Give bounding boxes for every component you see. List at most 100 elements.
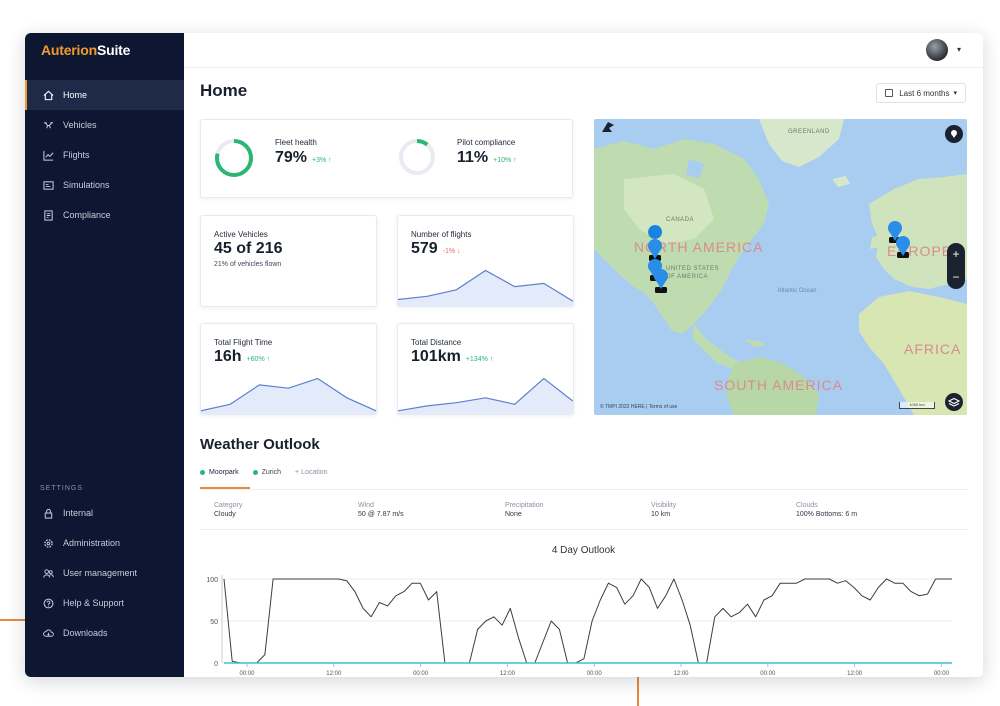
total-flight-time-sparkline	[201, 377, 376, 414]
map-label-greenland: GREENLAND	[788, 129, 830, 135]
add-location-tab[interactable]: + Location	[295, 465, 328, 479]
map-scale: 1000 km	[899, 402, 935, 409]
tab-moorpark[interactable]: Moorpark	[200, 465, 239, 479]
total-distance-value: 101km	[411, 348, 461, 365]
x-tick-label: 00:00	[413, 671, 429, 677]
fleet-health-ring	[215, 139, 253, 177]
sidebar-item-simulations[interactable]: Simulations	[25, 170, 184, 200]
status-dot	[200, 469, 205, 475]
total-flight-time-delta: +60% ↑	[246, 356, 271, 363]
location-pin-icon	[951, 130, 957, 138]
sidebar-item-compliance[interactable]: Compliance	[25, 200, 184, 230]
map-zoom-control: + −	[947, 243, 965, 289]
fleet-health-label: Fleet health	[275, 138, 317, 147]
sidebar-item-internal[interactable]: Internal	[25, 498, 184, 528]
tab-label: Zurich	[261, 468, 282, 476]
weather-col-header: Visibility	[651, 502, 677, 509]
tab-label: + Location	[295, 468, 328, 476]
app-window: AuterionSuite Home Vehicles Flights Simu…	[25, 33, 983, 677]
sidebar-item-label: Compliance	[63, 210, 111, 220]
tab-zurich[interactable]: Zurich	[252, 465, 282, 479]
decoration-line	[0, 619, 26, 621]
lock-icon	[42, 507, 54, 519]
weather-col-value: None	[505, 511, 522, 518]
total-flight-time-card[interactable]: Total Flight Time 16h +60% ↑	[200, 323, 377, 415]
active-vehicles-value: 45 of 216	[214, 240, 283, 257]
sparkline-area	[201, 378, 376, 414]
x-tick-label: 12:00	[847, 671, 863, 677]
flights-icon	[42, 149, 54, 161]
weather-clouds: Clouds 100% Bottoms: 6 m	[796, 502, 857, 518]
x-tick-label: 00:00	[934, 671, 950, 677]
weather-visibility: Visibility 10 km	[651, 502, 676, 518]
y-tick-label: 0	[214, 661, 218, 668]
x-tick-label: 00:00	[587, 671, 603, 677]
divider	[200, 489, 967, 490]
layers-icon	[947, 397, 961, 407]
sidebar-item-help-support[interactable]: Help & Support	[25, 588, 184, 618]
map-region-europe: EUROPE	[887, 243, 953, 259]
sidebar-item-administration[interactable]: Administration	[25, 528, 184, 558]
fleet-map[interactable]: GREENLAND CANADA UNITED STATES OF AMERIC…	[594, 119, 967, 415]
health-compliance-card: Fleet health 79% +3% ↑ Pilot compliance …	[200, 119, 573, 198]
date-range-label: Last 6 months	[899, 88, 950, 98]
number-of-flights-label: Number of flights	[411, 230, 472, 239]
weather-col-value: 10 km	[651, 511, 671, 518]
map-layers-button[interactable]	[945, 393, 963, 411]
weather-col-header: Wind	[358, 502, 374, 509]
active-vehicles-label: Active Vehicles	[214, 230, 268, 239]
sidebar-item-downloads[interactable]: Downloads	[25, 618, 184, 648]
map-label-atlantic: Atlantic Ocean	[777, 288, 817, 294]
sidebar-item-vehicles[interactable]: Vehicles	[25, 110, 184, 140]
map-region-south-america: SOUTH AMERICA	[714, 377, 843, 393]
main-nav: Home Vehicles Flights Simulations Compli…	[25, 80, 184, 230]
weather-details: Category Cloudy Wind 50 @ 7.87 m/s Precipi…	[200, 494, 967, 530]
date-range-dropdown[interactable]: Last 6 months ▾	[876, 83, 966, 103]
sidebar-item-flights[interactable]: Flights	[25, 140, 184, 170]
weather-col-header: Category	[214, 502, 243, 509]
sidebar-item-home[interactable]: Home	[25, 80, 184, 110]
x-tick-label: 12:00	[500, 671, 516, 677]
map-region-north-america: NORTH AMERICA	[634, 239, 764, 255]
total-flight-time-value: 16h	[214, 348, 242, 365]
chevron-down-icon[interactable]: ▾	[956, 45, 961, 54]
sparkline-line	[398, 269, 573, 302]
series-line-0	[223, 578, 952, 664]
weather-category: Category Cloudy	[214, 502, 242, 518]
map-attribution[interactable]: © TMPI 2022 HERE | Terms of use	[600, 404, 678, 410]
sparkline-area	[398, 378, 573, 414]
weather-col-value: Cloudy	[214, 511, 236, 518]
sidebar-item-label: Help & Support	[63, 598, 125, 608]
weather-precipitation: Precipitation None	[505, 502, 544, 518]
sidebar: AuterionSuite Home Vehicles Flights Simu…	[25, 33, 184, 677]
weather-tabs: Moorpark Zurich + Location	[200, 465, 342, 479]
total-distance-card[interactable]: Total Distance 101km +134% ↑	[397, 323, 574, 415]
ring-track	[399, 139, 435, 175]
zoom-out-button[interactable]: −	[952, 270, 960, 284]
calendar-icon	[885, 89, 894, 97]
brand-name-part1: Auterion	[41, 42, 97, 58]
sidebar-item-user-management[interactable]: User management	[25, 558, 184, 588]
map-label-canada: CANADA	[666, 217, 695, 223]
y-tick-label: 100	[206, 577, 218, 584]
zoom-in-button[interactable]: +	[952, 247, 960, 261]
decoration-line	[637, 676, 639, 706]
chart-title: 4 Day Outlook	[551, 545, 616, 556]
brand-logo[interactable]: AuterionSuite	[25, 33, 184, 78]
weather-section-title: Weather Outlook	[200, 436, 320, 453]
active-vehicles-card[interactable]: Active Vehicles 45 of 216 21% of vehicle…	[200, 215, 377, 307]
number-of-flights-card[interactable]: Number of flights 579 -1% ↓	[397, 215, 574, 307]
ring-progress	[215, 139, 253, 177]
sidebar-item-label: Simulations	[63, 180, 110, 190]
total-distance-delta: +134% ↑	[465, 356, 494, 363]
home-icon	[42, 89, 54, 101]
help-icon	[42, 597, 54, 609]
avatar[interactable]	[926, 39, 948, 61]
settings-section-label: SETTINGS	[40, 485, 84, 492]
total-flight-time-label: Total Flight Time	[214, 338, 273, 347]
y-tick-label: 50	[210, 619, 218, 626]
page-title: Home	[200, 81, 248, 100]
sidebar-item-label: Downloads	[63, 628, 108, 638]
tab-label: Moorpark	[209, 468, 239, 476]
map-locate-button[interactable]	[945, 125, 963, 143]
